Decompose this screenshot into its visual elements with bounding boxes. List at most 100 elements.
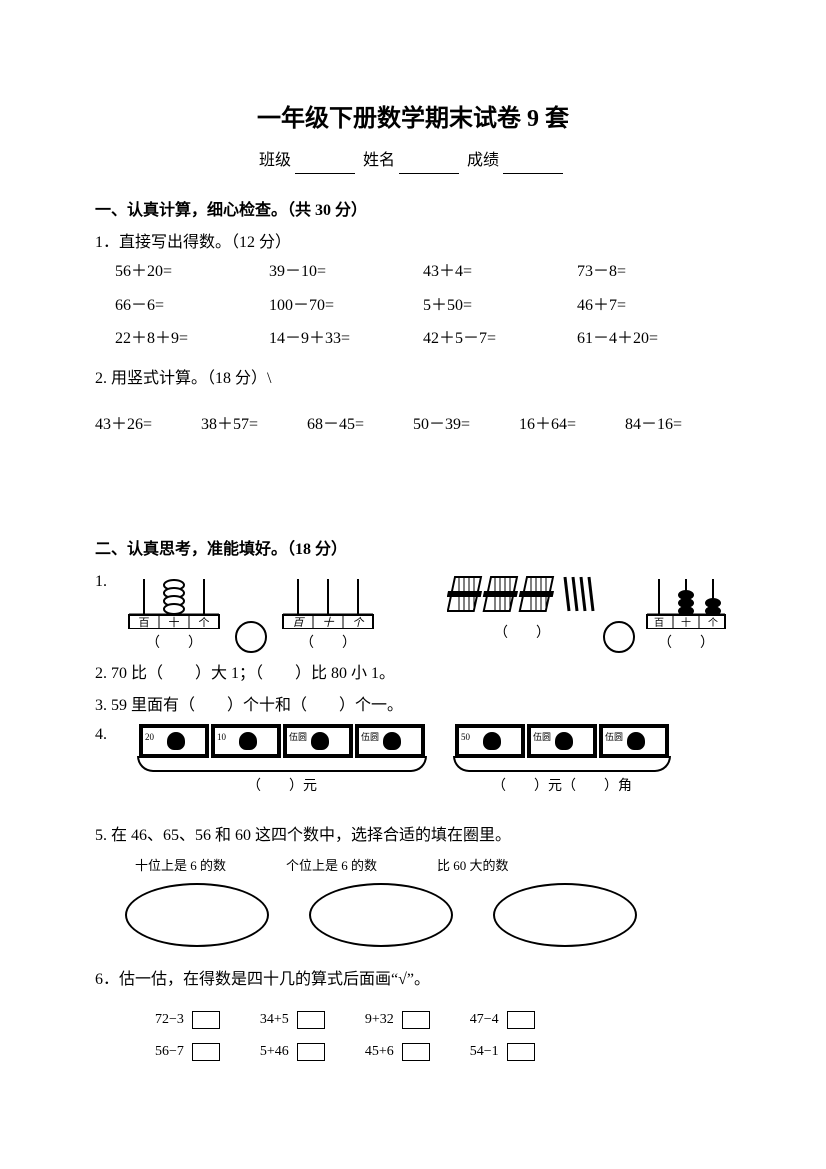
bill-icon: 10	[211, 724, 281, 758]
calc-item: 5＋50=	[423, 293, 577, 319]
q6-item: 9+32	[365, 1009, 430, 1031]
svg-text:十: 十	[169, 615, 180, 629]
calc-item: 22＋8＋9=	[115, 326, 269, 352]
calc-item: 100－70=	[269, 293, 423, 319]
q6-item: 5+46	[260, 1041, 325, 1063]
calc-item: 46＋7=	[577, 293, 731, 319]
calc-item: 61－4＋20=	[577, 326, 731, 352]
abacus-icon: 百 十 个	[273, 569, 383, 629]
paren-blank: （ ）	[658, 633, 714, 655]
calc-item: 66－6=	[115, 293, 269, 319]
q1-label: 1.	[95, 569, 119, 595]
page-title: 一年级下册数学期末试卷 9 套	[95, 100, 731, 138]
score-blank[interactable]	[503, 157, 563, 174]
q5-labels: 十位上是 6 的数 个位上是 6 的数 比 60 大的数	[135, 856, 731, 877]
q6-grid: 72−3 34+5 9+32 47−4 56−7 5+46 45+6 54−1	[155, 1009, 731, 1064]
q5-ovals	[125, 883, 731, 947]
name-label: 姓名	[363, 152, 395, 169]
abacus-2: 百 十 个 （ ）	[273, 569, 383, 655]
s1-p2-grid: 43＋26= 38＋57= 68－45= 50－39= 16＋64= 84－16…	[95, 412, 731, 438]
paren-blank: （ ）	[494, 623, 550, 645]
abacus-icon: 百 十 个	[641, 569, 731, 629]
section-1-heading: 一、认真计算，细心检查。（共 30 分）	[95, 198, 731, 224]
check-box[interactable]	[402, 1011, 430, 1029]
calc-item: 68－45=	[307, 412, 413, 438]
check-box[interactable]	[297, 1043, 325, 1061]
compare-circle[interactable]	[235, 621, 267, 653]
score-label: 成绩	[467, 152, 499, 169]
class-label: 班级	[259, 152, 291, 169]
q2-text: 2. 70 比（ ）大 1；（ ）比 80 小 1。	[95, 661, 731, 687]
svg-text:百: 百	[139, 617, 150, 629]
q4: 4. 20 10 伍圆 伍圆 （ ）元 50 伍圆 伍圆	[95, 722, 731, 798]
check-box[interactable]	[402, 1043, 430, 1061]
q6-item: 54−1	[470, 1041, 535, 1063]
q3-text: 3. 59 里面有（ ）个十和（ ）个一。	[95, 693, 731, 719]
calc-item: 38＋57=	[201, 412, 307, 438]
svg-text:个: 个	[199, 616, 210, 629]
underbrace-icon	[137, 756, 427, 772]
q4-label: 4.	[95, 722, 119, 798]
calc-item: 43＋26=	[95, 412, 201, 438]
calc-item: 14－9＋33=	[269, 326, 423, 352]
calc-item: 73－8=	[577, 259, 731, 285]
s1-p1-grid: 56＋20= 39－10= 43＋4= 73－8= 66－6= 100－70= …	[115, 259, 731, 352]
q5-text: 5. 在 46、65、56 和 60 这四个数中，选择合适的填在圈里。	[95, 823, 731, 849]
compare-circle[interactable]	[603, 621, 635, 653]
money-left-caption: （ ）元	[247, 776, 317, 798]
money-left: 20 10 伍圆 伍圆 （ ）元	[139, 724, 425, 798]
svg-text:十: 十	[681, 616, 691, 629]
bill-icon: 20	[139, 724, 209, 758]
q6-item: 45+6	[365, 1041, 430, 1063]
svg-text:个: 个	[708, 617, 718, 629]
q6-item: 72−3	[155, 1009, 220, 1031]
q6-item: 34+5	[260, 1009, 325, 1031]
sticks-icon	[447, 569, 597, 619]
calc-item: 42＋5－7=	[423, 326, 577, 352]
q5-label: 比 60 大的数	[437, 856, 509, 877]
q6-item: 47−4	[470, 1009, 535, 1031]
calc-item: 84－16=	[625, 412, 731, 438]
check-box[interactable]	[507, 1043, 535, 1061]
check-box[interactable]	[192, 1043, 220, 1061]
check-box[interactable]	[192, 1011, 220, 1029]
bill-icon: 伍圆	[283, 724, 353, 758]
bill-icon: 伍圆	[599, 724, 669, 758]
check-box[interactable]	[297, 1011, 325, 1029]
sticks: （ ）	[447, 569, 597, 645]
svg-text:十: 十	[323, 616, 335, 629]
bill-icon: 伍圆	[355, 724, 425, 758]
header-line: 班级 姓名 成绩	[95, 148, 731, 174]
abacus-icon: 百 十 个	[119, 569, 229, 629]
check-box[interactable]	[507, 1011, 535, 1029]
q6-item: 56−7	[155, 1041, 220, 1063]
svg-text:个: 个	[353, 616, 365, 629]
calc-item: 56＋20=	[115, 259, 269, 285]
paren-blank: （ ）	[300, 633, 356, 655]
answer-oval[interactable]	[309, 883, 453, 947]
q5-label: 十位上是 6 的数	[135, 856, 226, 877]
money-right-caption: （ ）元（ ）角	[492, 776, 632, 798]
q1-row: 1. 百 十 个 （ ）	[95, 569, 731, 655]
class-blank[interactable]	[295, 157, 355, 174]
name-blank[interactable]	[399, 157, 459, 174]
paren-blank: （ ）	[146, 633, 202, 655]
answer-oval[interactable]	[125, 883, 269, 947]
bill-icon: 伍圆	[527, 724, 597, 758]
calc-item: 39－10=	[269, 259, 423, 285]
abacus-1: 百 十 个 （ ）	[119, 569, 229, 655]
underbrace-icon	[453, 756, 671, 772]
abacus-3: 百 十 个 （ ）	[641, 569, 731, 655]
svg-text:百: 百	[654, 617, 664, 629]
q6-text: 6．估一估，在得数是四十几的算式后面画“√”。	[95, 967, 731, 993]
calc-item: 16＋64=	[519, 412, 625, 438]
answer-oval[interactable]	[493, 883, 637, 947]
bill-icon: 50	[455, 724, 525, 758]
exam-page: 一年级下册数学期末试卷 9 套 班级 姓名 成绩 一、认真计算，细心检查。（共 …	[0, 0, 826, 1169]
calc-item: 50－39=	[413, 412, 519, 438]
s1-p2-label: 2. 用竖式计算。（18 分）\	[95, 366, 731, 392]
s1-p1-label: 1．直接写出得数。（12 分）	[95, 230, 731, 256]
q5-label: 个位上是 6 的数	[286, 856, 377, 877]
section-2-heading: 二、认真思考，准能填好。（18 分）	[95, 537, 731, 563]
money-right: 50 伍圆 伍圆 （ ）元（ ）角	[455, 724, 669, 798]
